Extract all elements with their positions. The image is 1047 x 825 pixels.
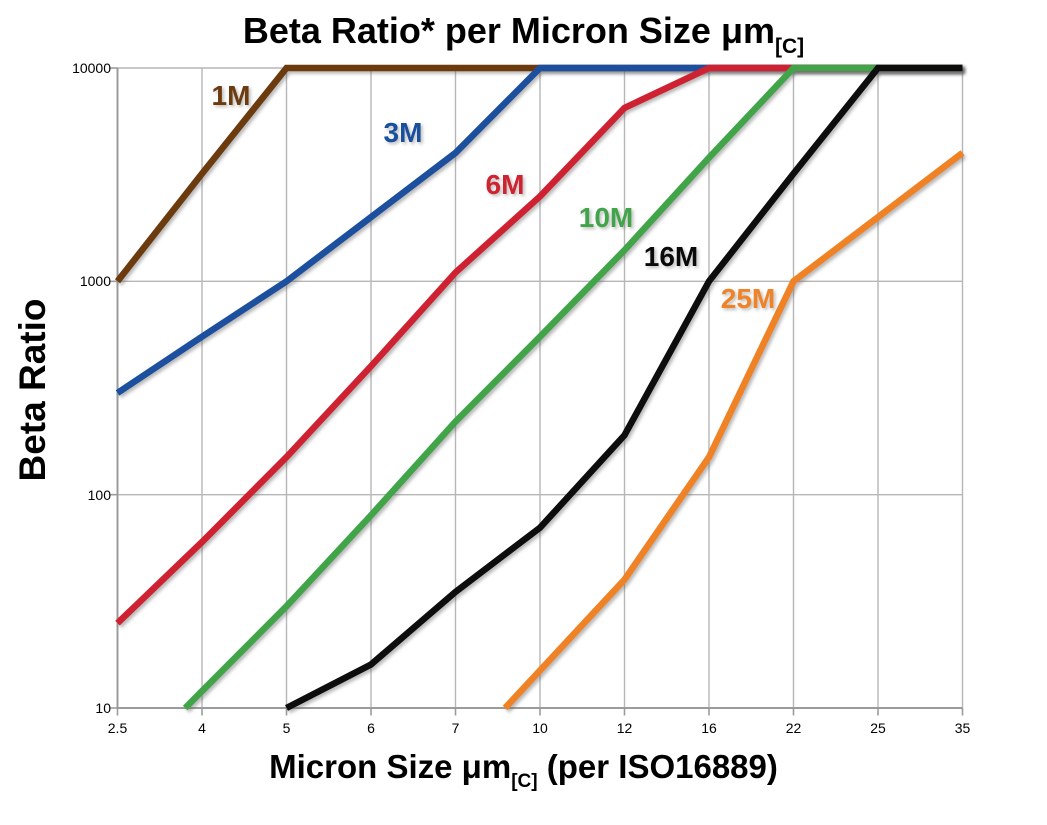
x-tick-label-4: 4 (198, 720, 206, 736)
x-axis-title-pre: Micron Size μm (269, 748, 512, 785)
series-label-3m: 3M (383, 117, 423, 148)
x-axis-title-subscript: [C] (511, 771, 538, 792)
y-axis-title: Beta Ratio (12, 298, 53, 482)
x-tick-label-16: 16 (701, 720, 717, 736)
chart-title: Beta Ratio* per Micron Size μm[C] (0, 10, 1047, 58)
y-tick-label-10000: 10000 (72, 60, 111, 76)
series-label-1m: 1M (211, 80, 251, 111)
series-line-10m (182, 64, 963, 711)
series-label-16m: 16M (643, 241, 699, 272)
x-tick-label-5: 5 (282, 720, 291, 736)
series-line-16m (285, 64, 963, 711)
chart-title-main: Beta Ratio* per Micron Size μm (242, 10, 775, 51)
x-tick-label-12: 12 (616, 720, 633, 736)
y-tick-label-10: 10 (95, 700, 111, 716)
x-tick-label-35: 35 (954, 720, 971, 736)
x-tick-label-2.5: 2.5 (107, 720, 128, 736)
x-axis-title: Micron Size μm[C] (per ISO16889) (0, 748, 1047, 792)
series-label-10m: 10M (578, 202, 634, 233)
x-axis-title-post: (per ISO16889) (537, 748, 778, 785)
x-tick-label-7: 7 (451, 720, 460, 736)
chart-title-subscript: [C] (775, 35, 805, 58)
series-label-6m: 6M (485, 169, 525, 200)
x-tick-label-6: 6 (367, 720, 375, 736)
y-tick-label-1000: 1000 (79, 273, 111, 290)
x-tick-label-22: 22 (785, 720, 802, 736)
x-tick-label-10: 10 (532, 720, 548, 736)
y-tick-label-100: 100 (87, 486, 111, 503)
series-label-25m: 25M (720, 283, 776, 314)
x-tick-label-25: 25 (870, 720, 886, 736)
series-line-25m (502, 150, 965, 711)
